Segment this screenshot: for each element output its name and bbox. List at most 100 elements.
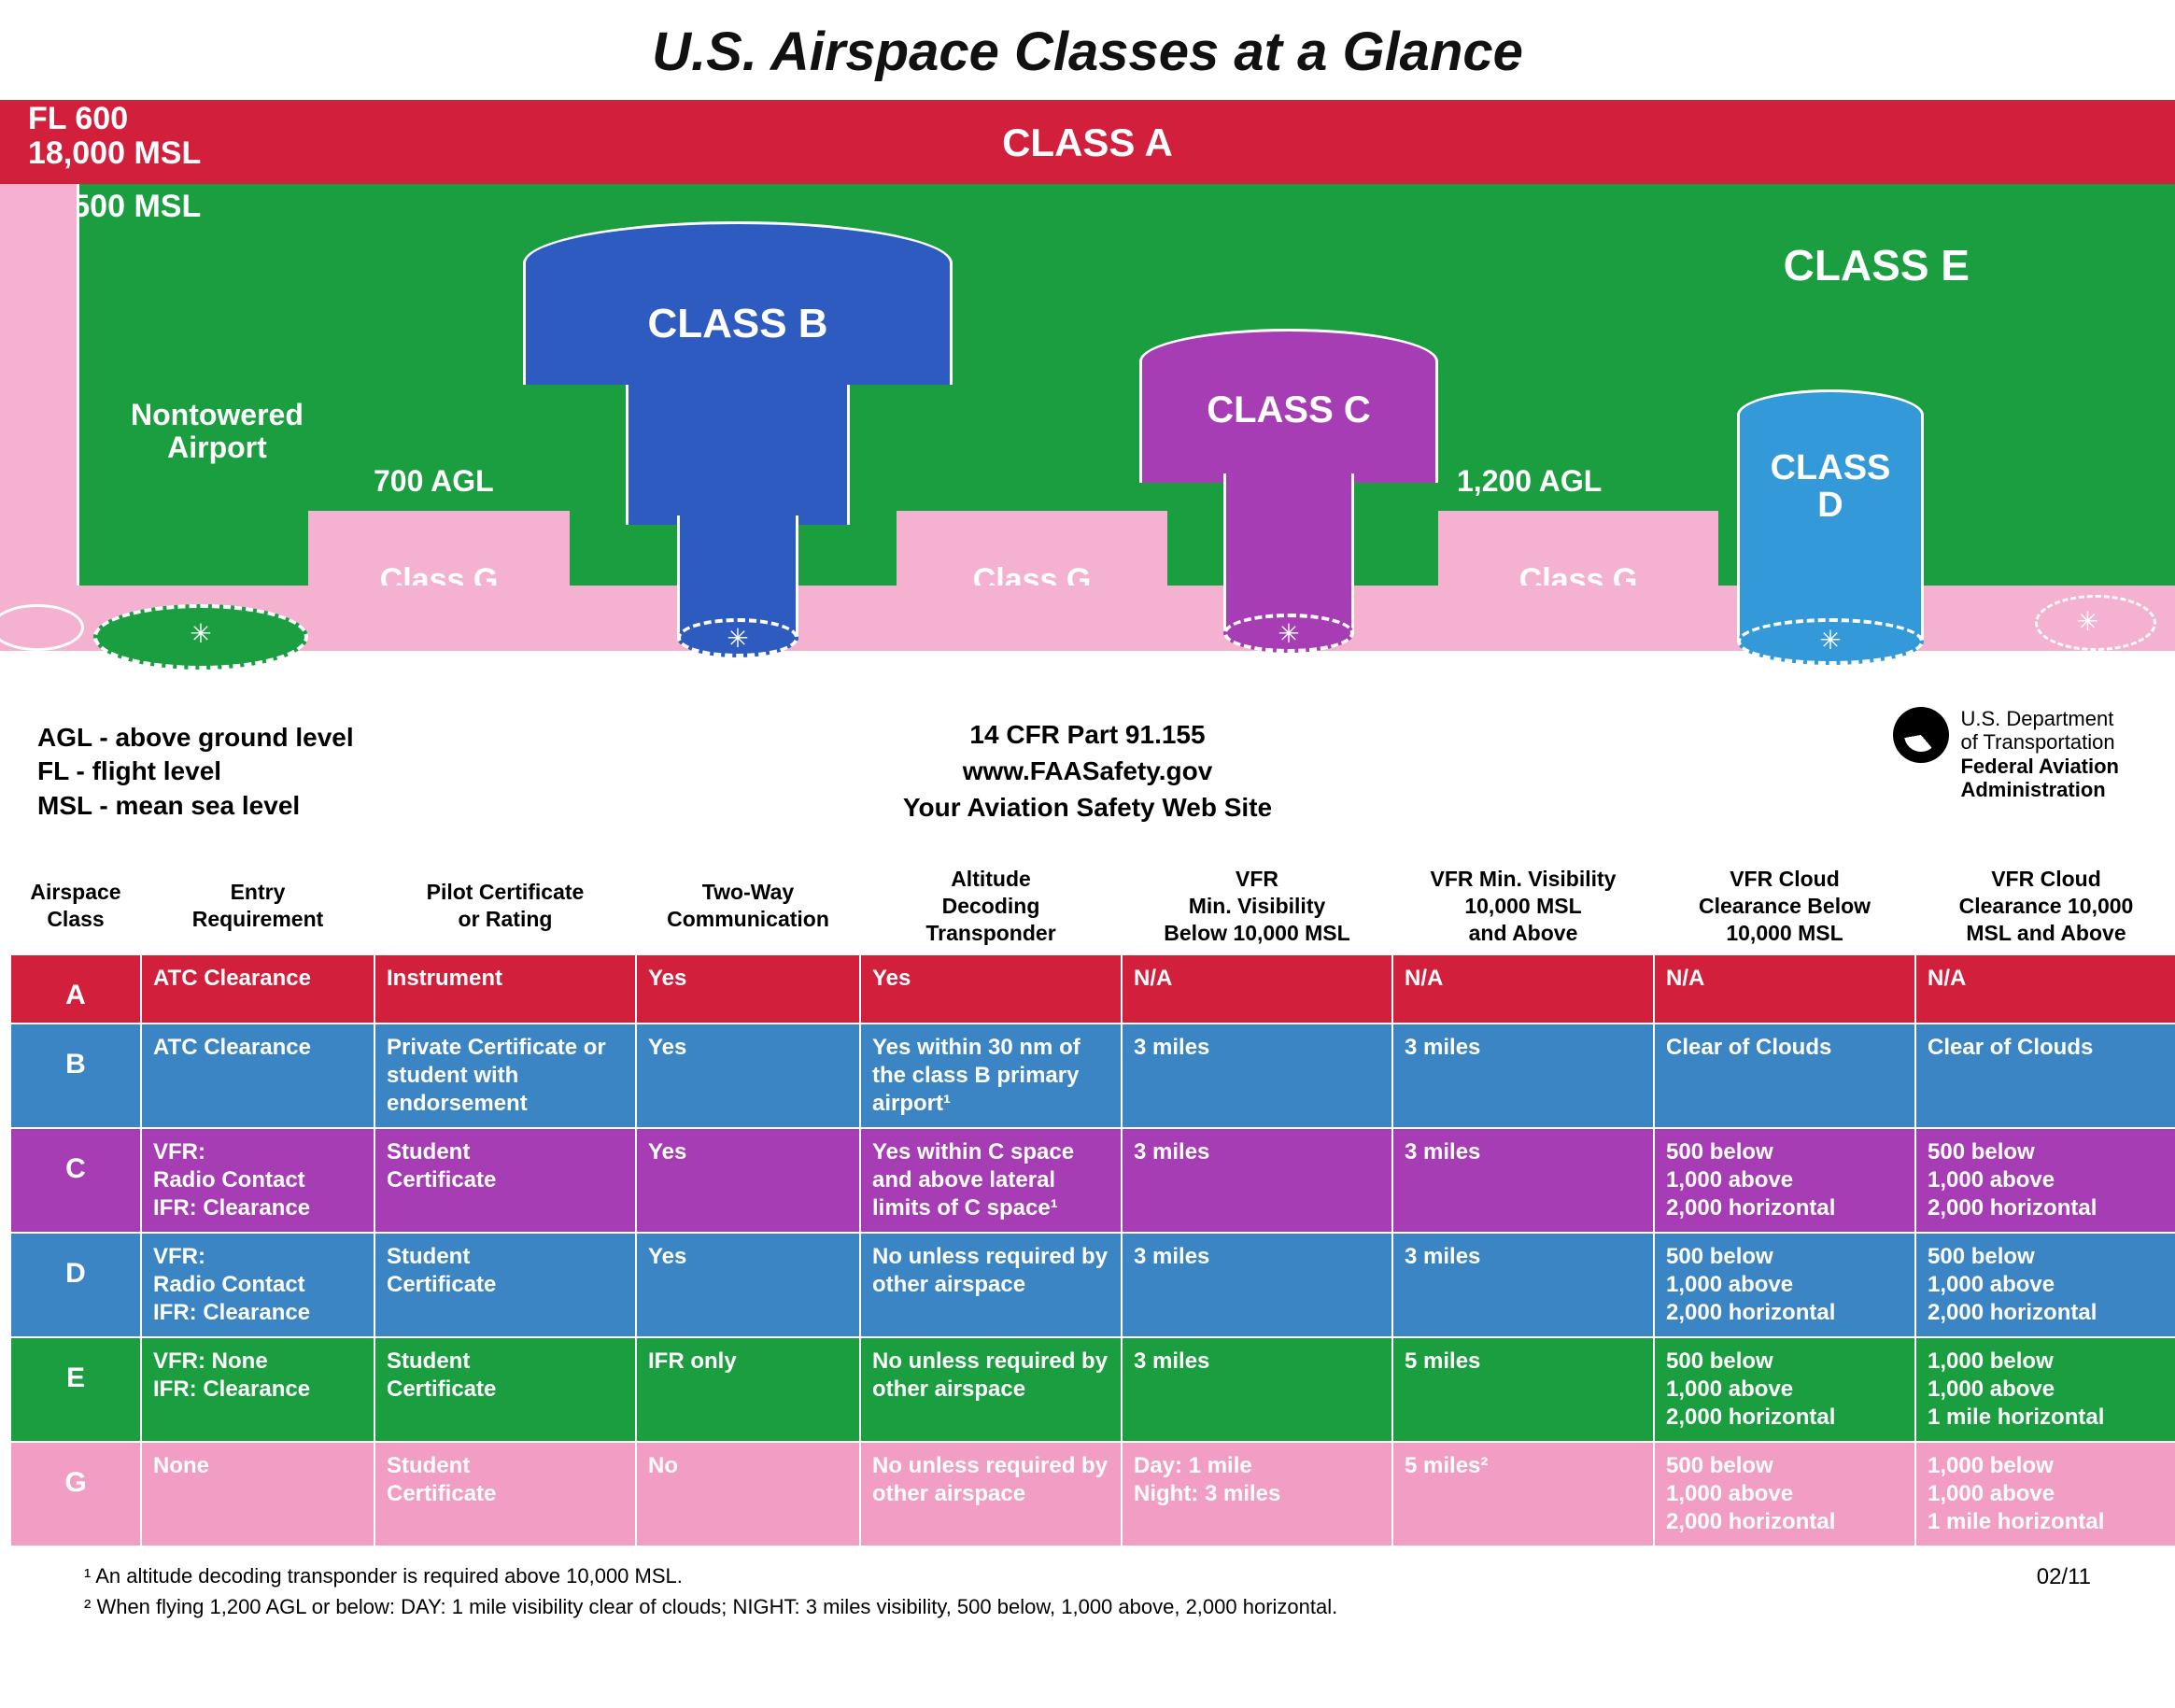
table-cell: 1,000 below 1,000 above 1 mile horizonta… — [1915, 1337, 2175, 1442]
table-cell: 3 miles — [1122, 1233, 1392, 1337]
th-vfr-above: VFR Min. Visibility 10,000 MSL and Above — [1392, 857, 1654, 954]
table-cell: 500 below 1,000 above 2,000 horizontal — [1654, 1442, 1915, 1546]
table-cell: 500 below 1,000 above 2,000 horizontal — [1915, 1233, 2175, 1337]
table-cell: No unless required by other airspace — [860, 1337, 1122, 1442]
table-cell: 3 miles — [1122, 1128, 1392, 1233]
airspace-diagram: CLASS A FL 600 18,000 MSL 14,500 MSL CLA… — [0, 100, 2175, 716]
class-b-label: CLASS B — [523, 301, 953, 347]
table-cell: Yes — [636, 1128, 860, 1233]
class-g-tall-left — [0, 184, 79, 651]
th-entry: Entry Requirement — [141, 857, 374, 954]
table-cell: 500 below 1,000 above 2,000 horizontal — [1654, 1128, 1915, 1233]
table-cell: 1,000 below 1,000 above 1 mile horizonta… — [1915, 1442, 2175, 1546]
table-cell: VFR: Radio Contact IFR: Clearance — [141, 1233, 374, 1337]
class-a-label: CLASS A — [1002, 120, 1173, 165]
table-cell: A — [10, 954, 141, 1023]
th-transponder: Altitude Decoding Transponder — [860, 857, 1122, 954]
table-header-row: Airspace Class Entry Requirement Pilot C… — [10, 857, 2175, 954]
table-cell: None — [141, 1442, 374, 1546]
table-cell: D — [10, 1233, 141, 1337]
table-cell: 3 miles — [1392, 1128, 1654, 1233]
table-cell: 500 below 1,000 above 2,000 horizontal — [1654, 1233, 1915, 1337]
abbreviations: AGL - above ground level FL - flight lev… — [37, 721, 354, 823]
table-cell: Clear of Clouds — [1654, 1023, 1915, 1128]
agl-700-label: 700 AGL — [374, 464, 494, 499]
class-c-shape: CLASS C ✳ — [1139, 352, 1438, 670]
table-cell: ATC Clearance — [141, 1023, 374, 1128]
table-cell: G — [10, 1442, 141, 1546]
class-d-marker-icon: ✳ — [1819, 625, 1841, 656]
table-cell: N/A — [1654, 954, 1915, 1023]
cfr-reference: 14 CFR Part 91.155 www.FAASafety.gov You… — [903, 716, 1272, 826]
th-class: Airspace Class — [10, 857, 141, 954]
table-row: DVFR: Radio Contact IFR: ClearanceStuden… — [10, 1233, 2175, 1337]
table-row: GNoneStudent CertificateNoNo unless requ… — [10, 1442, 2175, 1546]
table-cell: E — [10, 1337, 141, 1442]
table-cell: 3 miles — [1122, 1023, 1392, 1128]
table-cell: IFR only — [636, 1337, 860, 1442]
airspace-table: Airspace Class Entry Requirement Pilot C… — [9, 856, 2175, 1547]
table-row: BATC ClearancePrivate Certificate or stu… — [10, 1023, 2175, 1128]
table-row: CVFR: Radio Contact IFR: ClearanceStuden… — [10, 1128, 2175, 1233]
table-cell: Instrument — [374, 954, 636, 1023]
table-cell: VFR: None IFR: Clearance — [141, 1337, 374, 1442]
class-d-shape: CLASS D ✳ — [1737, 408, 1924, 670]
table-cell: N/A — [1915, 954, 2175, 1023]
th-vfr-below: VFR Min. Visibility Below 10,000 MSL — [1122, 857, 1392, 954]
faa-attribution: U.S. Department of Transportation Federa… — [1893, 707, 2119, 801]
date-code: 02/11 — [2037, 1560, 2091, 1594]
table-cell: Yes — [636, 1233, 860, 1337]
class-b-marker-icon: ✳ — [727, 623, 748, 654]
class-c-marker-icon: ✳ — [1278, 618, 1299, 649]
airport-marker-icon: ✳ — [190, 618, 211, 649]
table-cell: Yes within C space and above lateral lim… — [860, 1128, 1122, 1233]
table-cell: ATC Clearance — [141, 954, 374, 1023]
table-cell: 3 miles — [1122, 1337, 1392, 1442]
table-cell: Student Certificate — [374, 1442, 636, 1546]
table-cell: 3 miles — [1392, 1233, 1654, 1337]
dot-logo-icon — [1893, 707, 1949, 763]
table-cell: 5 miles² — [1392, 1442, 1654, 1546]
th-cloud-below: VFR Cloud Clearance Below 10,000 MSL — [1654, 857, 1915, 954]
th-cloud-above: VFR Cloud Clearance 10,000 MSL and Above — [1915, 857, 2175, 954]
th-comm: Two-Way Communication — [636, 857, 860, 954]
agl-1200-label: 1,200 AGL — [1457, 464, 1602, 499]
table-row: AATC ClearanceInstrumentYesYesN/AN/AN/AN… — [10, 954, 2175, 1023]
table-cell: 5 miles — [1392, 1337, 1654, 1442]
table-cell: No unless required by other airspace — [860, 1233, 1122, 1337]
table-cell: Private Certificate or student with endo… — [374, 1023, 636, 1128]
info-row: AGL - above ground level FL - flight lev… — [0, 716, 2175, 856]
table-cell: Clear of Clouds — [1915, 1023, 2175, 1128]
table-cell: 3 miles — [1392, 1023, 1654, 1128]
footnote-1: ¹ An altitude decoding transponder is re… — [84, 1560, 2119, 1591]
class-d-label: CLASS D — [1737, 450, 1924, 525]
airspace-infographic: U.S. Airspace Classes at a Glance CLASS … — [0, 0, 2175, 1641]
table-row: EVFR: None IFR: ClearanceStudent Certifi… — [10, 1337, 2175, 1442]
th-pilot: Pilot Certificate or Rating — [374, 857, 636, 954]
class-e-label: CLASS E — [1784, 240, 1970, 290]
table-cell: Day: 1 mile Night: 3 miles — [1122, 1442, 1392, 1546]
table-cell: Yes — [636, 954, 860, 1023]
fl600-label: FL 600 18,000 MSL — [28, 102, 201, 172]
class-c-label: CLASS C — [1139, 389, 1438, 431]
table-cell: No unless required by other airspace — [860, 1442, 1122, 1546]
footnote-2: ² When flying 1,200 AGL or below: DAY: 1… — [84, 1591, 2119, 1622]
table-cell: N/A — [1122, 954, 1392, 1023]
table-cell: Student Certificate — [374, 1337, 636, 1442]
table-cell: B — [10, 1023, 141, 1128]
table-cell: 500 below 1,000 above 2,000 horizontal — [1654, 1337, 1915, 1442]
airport-marker-right-icon: ✳ — [2077, 606, 2098, 637]
table-cell: Student Certificate — [374, 1128, 636, 1233]
table-cell: VFR: Radio Contact IFR: Clearance — [141, 1128, 374, 1233]
nontowered-label: Nontowered Airport — [131, 399, 304, 464]
footnotes: ¹ An altitude decoding transponder is re… — [0, 1547, 2175, 1622]
page-title: U.S. Airspace Classes at a Glance — [0, 9, 2175, 100]
class-b-shape: CLASS B ✳ — [523, 249, 953, 660]
table-cell: Yes within 30 nm of the class B primary … — [860, 1023, 1122, 1128]
table-cell: Yes — [860, 954, 1122, 1023]
table-cell: Yes — [636, 1023, 860, 1128]
table-cell: C — [10, 1128, 141, 1233]
table-cell: N/A — [1392, 954, 1654, 1023]
table-cell: 500 below 1,000 above 2,000 horizontal — [1915, 1128, 2175, 1233]
table-cell: No — [636, 1442, 860, 1546]
